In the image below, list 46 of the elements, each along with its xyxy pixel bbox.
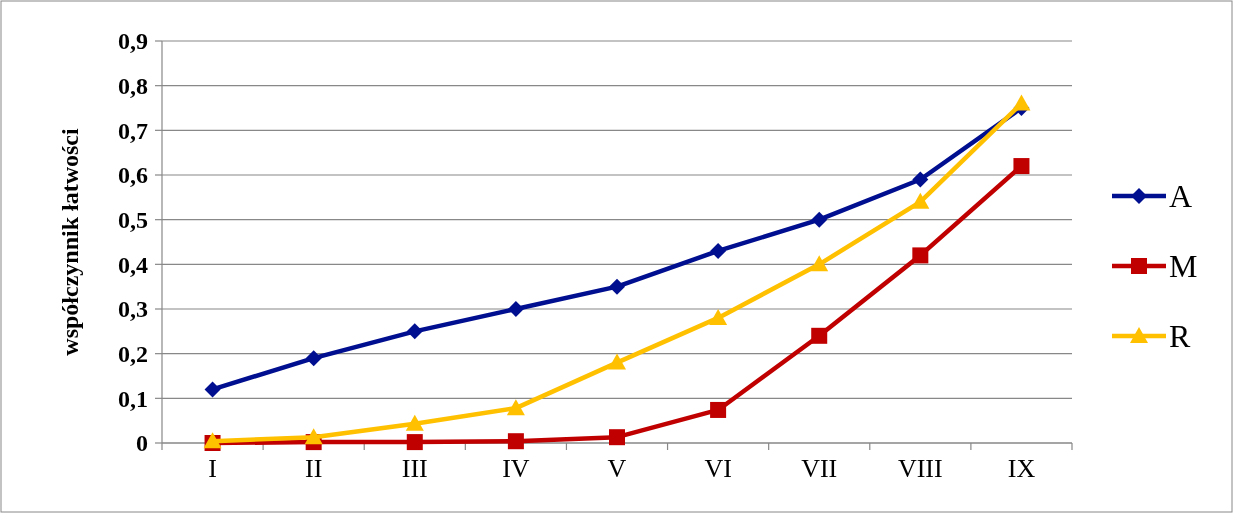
legend-label: A: [1169, 178, 1193, 215]
y-axis-title: współczynnik łatwości: [57, 127, 83, 356]
point: [1013, 158, 1030, 175]
y-tick-label: 0,2: [118, 341, 148, 368]
point: [811, 211, 828, 228]
point: [608, 353, 626, 370]
y-tick-label: 0,6: [118, 162, 148, 189]
point: [304, 428, 323, 445]
x-tick-label: II: [305, 454, 323, 483]
point: [507, 301, 524, 317]
y-tick-label: 0,3: [118, 296, 148, 323]
y-tick-label: 0,1: [118, 385, 148, 412]
point: [912, 247, 929, 264]
legend-label: R: [1169, 318, 1191, 355]
point: [710, 242, 727, 259]
point: [911, 192, 930, 209]
y-tick-label: 0,9: [118, 28, 148, 55]
y-tick-label: 0: [136, 430, 148, 457]
x-tick-label: VI: [704, 454, 732, 483]
point: [506, 399, 525, 416]
point: [609, 278, 625, 295]
x-tick-label: IX: [1007, 454, 1036, 483]
point: [912, 171, 929, 188]
point: [811, 327, 828, 344]
point: [709, 308, 728, 325]
point: [710, 401, 727, 418]
point: [810, 255, 829, 272]
point: [609, 429, 625, 446]
x-tick-label: VII: [801, 454, 838, 483]
y-tick-label: 0,5: [118, 207, 148, 234]
point: [406, 323, 423, 340]
x-tick-label: V: [607, 454, 627, 483]
x-tick-label: IV: [502, 454, 530, 483]
point: [305, 350, 322, 367]
legend-label: M: [1169, 248, 1198, 285]
y-tick-label: 0,4: [118, 251, 148, 278]
x-tick-label: I: [208, 454, 217, 483]
point: [507, 433, 524, 450]
point: [406, 434, 423, 451]
x-tick-label: VIII: [897, 454, 943, 483]
y-tick-label: 0,7: [118, 117, 148, 144]
y-tick-label: 0,8: [118, 73, 148, 100]
point: [405, 414, 424, 431]
point: [1012, 94, 1031, 111]
point: [204, 381, 221, 398]
x-tick-label: III: [401, 454, 428, 483]
